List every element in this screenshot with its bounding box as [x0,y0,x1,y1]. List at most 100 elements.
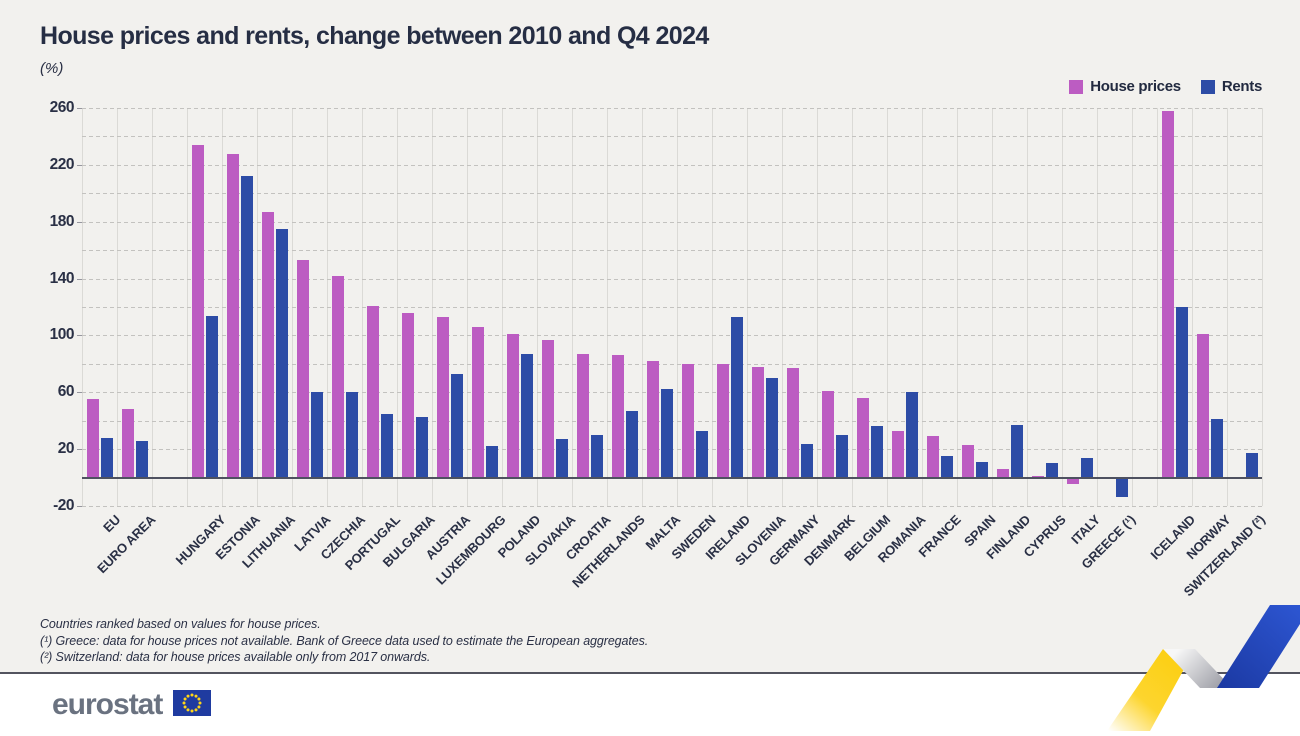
category-slot-estonia: ESTONIA [213,108,263,562]
house-prices-bar-poland [506,334,519,479]
legend-label: House prices [1090,78,1181,95]
rents-bar-romania [905,392,918,479]
house-prices-bar-finland [996,469,1009,479]
gridline-260 [82,108,1262,109]
category-slot-spain: SPAIN [957,108,998,549]
eu-flag-star [186,708,190,712]
category-slot-croatia: CROATIA [562,108,613,563]
category-slot-slovenia: SLOVENIA [732,108,788,568]
y-tick-mark [77,392,82,394]
house-prices-bar-netherlands [611,355,624,479]
rents-bar-lithuania [275,228,288,479]
rents-bar-norway [1210,419,1223,479]
house-prices-bar-eu [86,399,99,479]
eu-flag-star [182,701,186,705]
house-prices-bar-hungary [191,145,204,479]
rents-bar-spain [975,461,988,479]
gridline-240 [82,136,1262,138]
y-tick-mark [77,221,82,223]
category-slot-cyprus: CYPRUS [1020,108,1068,560]
house-prices-bar-euro-area [121,409,134,479]
slot-separator [1262,108,1263,506]
rents-bar-poland [520,353,533,479]
category-slot-romania: ROMANIA [875,108,928,566]
eu-flag-star [197,697,201,701]
house-prices-bar-luxembourg [471,326,484,479]
rents-bar-netherlands [625,410,638,479]
category-slot-denmark: DENMARK [802,108,858,569]
y-tick-label-20: 20 [57,440,75,458]
y-tick-label-260: 260 [49,99,75,116]
eu-flag-star [194,694,198,698]
category-slot-eu: EU [82,108,123,535]
rents-bar-latvia [310,392,323,479]
ribbon-blue-stripe [1217,605,1300,688]
rents-bar-luxembourg [485,446,498,479]
house-prices-bar-slovakia [541,339,554,479]
rents-bar-euro-area [135,440,148,479]
house-prices-bar-portugal [366,305,379,479]
eu-flag-star [197,705,201,709]
rents-bar-france [940,456,953,479]
rents-bar-malta [660,389,673,479]
rents-bar-iceland [1175,307,1188,479]
footnote-switzerland: (²) Switzerland: data for house prices a… [40,650,431,664]
category-slot-czechia: CZECHIA [318,108,368,562]
rents-swatch [1200,79,1215,94]
y-tick-label-100: 100 [49,326,75,344]
house-prices-bar-france [926,436,939,479]
house-prices-swatch [1069,79,1084,94]
house-prices-bar-belgium [856,398,869,479]
eu-flag-star [190,709,194,713]
eu-flag-star [183,697,187,701]
category-slot-italy: ITALY [1062,108,1103,547]
gridline-140 [82,278,1262,280]
rents-bar-italy [1080,457,1093,479]
category-slot-greece: GREECE (¹) [1078,108,1138,572]
legend: House prices Rents [1069,78,1262,95]
gridline-220 [82,164,1262,166]
rents-bar-greece [1115,478,1128,498]
category-slot-ireland: IRELAND [703,108,753,562]
footnotes: Countries ranked based on values for hou… [40,616,648,666]
category-slot-slovakia: SLOVAKIA [522,108,578,568]
category-slot-sweden: SWEDEN [668,108,718,562]
category-slot-poland: POLAND [495,108,543,561]
eu-flag-star [194,708,198,712]
rents-bar-switzerland [1245,453,1258,479]
y-tick-mark [77,335,82,337]
gridline-120 [82,307,1262,308]
category-slot-belgium: BELGIUM [841,108,893,564]
y-tick-mark [77,108,82,109]
plot-area: EU EURO AREA HUNGARY ESTONIA LITHUANIA LATVIA… [82,108,1268,599]
category-slot-lithuania: LITHUANIA [239,108,298,571]
house-prices-bar-latvia [296,260,309,479]
gridline-100 [82,335,1262,337]
rents-bar-cyprus [1045,463,1058,479]
rents-bar-bulgaria [415,416,428,479]
rents-bar-denmark [835,434,848,479]
footer-divider [0,672,1300,674]
y-tick-mark [77,164,82,166]
y-tick-label-180: 180 [49,212,75,230]
category-slot-switzerland: SWITZERLAND (²) [1181,108,1268,599]
category-slot-netherlands: NETHERLANDS [570,108,648,591]
house-prices-bar-ireland [716,363,729,479]
y-tick-mark [77,278,82,280]
house-prices-bar-romania [891,430,904,479]
rents-bar-croatia [590,434,603,479]
category-slot-portugal: PORTUGAL [342,108,403,573]
house-prices-bar-denmark [821,390,834,479]
y-tick-mark [77,449,82,451]
category-slot-malta: MALTA [642,108,683,553]
house-prices-bar-iceland [1161,110,1174,479]
category-slot-norway: NORWAY [1183,108,1233,562]
gridline-200 [82,193,1262,195]
house-prices-bar-spain [961,444,974,479]
legend-item-rents: Rents [1200,78,1262,95]
ribbon-graphic-icon [1095,588,1300,736]
house-prices-bar-austria [436,317,449,479]
legend-item-house-prices: House prices [1069,78,1181,95]
ribbon-gray-fold [1163,649,1232,688]
category-slot-hungary: HUNGARY [172,108,228,568]
